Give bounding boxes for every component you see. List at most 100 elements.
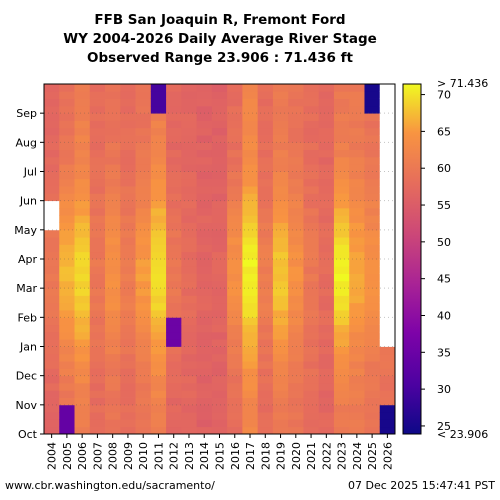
heatmap-cell <box>211 178 228 187</box>
heatmap-cell <box>105 346 121 355</box>
x-tick-label-2004: 2004 <box>46 442 59 470</box>
heatmap-cell <box>196 186 213 194</box>
heatmap-cell <box>89 105 106 114</box>
heatmap-cell <box>89 229 106 238</box>
heatmap-cell <box>364 142 381 151</box>
heatmap-cell <box>135 193 152 202</box>
heatmap-cell <box>150 317 167 326</box>
heatmap-cell <box>211 310 228 318</box>
heatmap-cell <box>120 288 136 296</box>
heatmap-cell <box>105 91 121 99</box>
heatmap-cell <box>364 353 381 362</box>
heatmap-cell <box>135 382 152 391</box>
heatmap-cell <box>364 193 381 202</box>
heatmap-cell <box>89 397 106 406</box>
heatmap-cell <box>135 142 152 151</box>
heatmap-cell <box>166 419 182 428</box>
heatmap-cell <box>105 113 121 121</box>
heatmap-cell <box>135 368 152 377</box>
heatmap-cell <box>349 164 365 172</box>
heatmap-cell <box>364 397 381 406</box>
heatmap-cell <box>227 193 243 202</box>
heatmap-cell <box>120 412 136 420</box>
colorbar-tick-label: 55 <box>437 199 451 212</box>
heatmap-cell <box>364 404 381 413</box>
heatmap-cell <box>379 397 396 406</box>
heatmap-cell <box>257 186 274 194</box>
heatmap-cell <box>135 346 152 355</box>
colorbar-tick-label: 65 <box>437 125 451 138</box>
heatmap-cell <box>74 346 91 355</box>
x-tick-label-2023: 2023 <box>336 442 349 470</box>
heatmap-cell <box>74 171 91 180</box>
x-tick-label-2019: 2019 <box>275 442 288 470</box>
heatmap-cell <box>74 120 91 129</box>
heatmap-cell <box>288 207 304 216</box>
heatmap-cell <box>288 295 304 304</box>
heatmap-cell-missing <box>379 259 396 267</box>
heatmap-cell <box>349 149 365 158</box>
heatmap-cell <box>349 193 365 202</box>
heatmap-cell <box>196 412 213 420</box>
heatmap-cell <box>89 244 106 253</box>
heatmap-cell <box>272 164 289 172</box>
heatmap-cell <box>288 178 304 187</box>
heatmap-cell <box>272 113 289 121</box>
heatmap-cell <box>120 113 136 121</box>
heatmap-cell <box>59 273 75 282</box>
heatmap-cell <box>59 215 75 223</box>
heatmap-cell <box>227 105 243 114</box>
heatmap-cell <box>74 207 91 216</box>
heatmap-cell <box>303 346 320 355</box>
heatmap-cell <box>288 149 304 158</box>
heatmap-cell-missing <box>379 193 396 202</box>
x-tick-label-2018: 2018 <box>259 442 272 470</box>
heatmap-cell <box>303 200 320 209</box>
heatmap-cell <box>181 178 198 187</box>
heatmap-cell <box>349 200 365 209</box>
heatmap-cell <box>196 84 213 92</box>
heatmap-cell <box>74 382 91 391</box>
heatmap-cell <box>364 266 381 274</box>
heatmap-cell <box>196 361 213 369</box>
heatmap-cell <box>364 200 381 209</box>
heatmap-cell <box>288 237 304 245</box>
heatmap-cell <box>105 84 121 92</box>
heatmap-cell <box>333 390 350 398</box>
heatmap-cell <box>211 186 228 194</box>
heatmap-cell <box>89 317 106 326</box>
heatmap-cell <box>105 98 121 107</box>
heatmap-cell <box>89 419 106 428</box>
heatmap-cell <box>242 339 259 347</box>
heatmap-cell <box>74 84 91 92</box>
heatmap-cell <box>74 390 91 398</box>
heatmap-cell <box>74 178 91 187</box>
heatmap-cell <box>242 207 259 216</box>
heatmap-cell <box>318 156 335 165</box>
heatmap-cell <box>227 149 243 158</box>
heatmap-cell <box>74 142 91 151</box>
heatmap-cell <box>303 382 320 391</box>
heatmap-cell <box>44 404 60 413</box>
heatmap-cell <box>120 237 136 245</box>
heatmap-cell <box>272 149 289 158</box>
heatmap-cell <box>105 273 121 282</box>
x-tick-label-2015: 2015 <box>214 442 227 470</box>
heatmap-cell <box>59 244 75 253</box>
heatmap-cell <box>349 288 365 296</box>
heatmap-cell <box>288 186 304 194</box>
heatmap-cell <box>242 98 259 107</box>
heatmap-cell <box>333 302 350 311</box>
heatmap-cell <box>272 222 289 231</box>
heatmap-cell <box>89 266 106 274</box>
heatmap-cell <box>364 280 381 289</box>
heatmap-cell <box>44 178 60 187</box>
heatmap-cell <box>242 419 259 428</box>
heatmap-cell <box>349 280 365 289</box>
heatmap-cell <box>349 156 365 165</box>
heatmap-cell <box>227 324 243 333</box>
heatmap-cell <box>150 251 167 260</box>
heatmap-cell <box>181 353 198 362</box>
heatmap-cell <box>181 98 198 107</box>
heatmap-cell-missing <box>379 105 396 114</box>
